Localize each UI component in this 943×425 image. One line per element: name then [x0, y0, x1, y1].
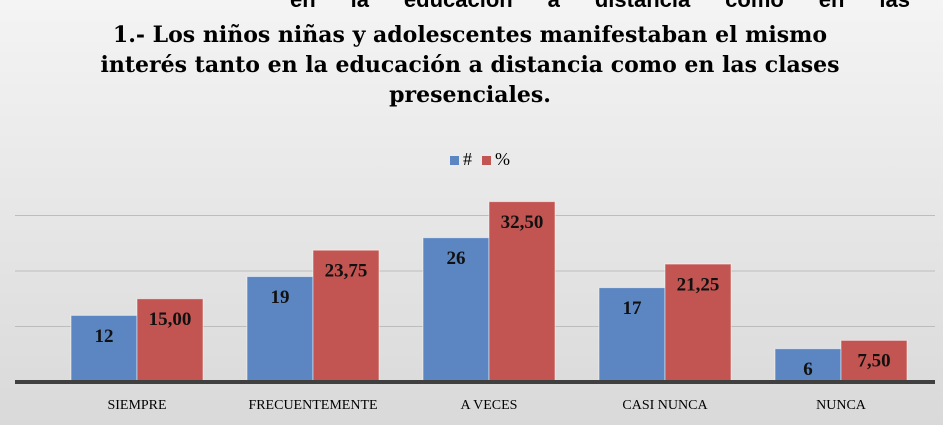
data-label: 19 — [271, 287, 290, 308]
bar — [422, 237, 490, 383]
data-label: 32,50 — [501, 212, 544, 233]
x-tick-label: FRECUENTEMENTE — [248, 398, 377, 413]
x-tick-label: SIEMPRE — [107, 398, 166, 413]
data-label: 23,75 — [325, 261, 368, 282]
bar — [488, 201, 556, 383]
legend-swatch — [482, 156, 491, 165]
x-tick-label: A VECES — [461, 398, 518, 413]
legend-label: # — [463, 149, 472, 169]
x-tick-label: NUNCA — [816, 398, 867, 413]
legend-swatch — [450, 156, 459, 165]
legend-label: % — [495, 149, 510, 169]
bar — [664, 263, 732, 383]
data-label: 7,50 — [857, 351, 890, 372]
bar — [312, 249, 380, 383]
chart-title: 1.- Los niños niñas y adolescentes manif… — [100, 22, 840, 108]
data-label: 15,00 — [149, 309, 192, 330]
data-label: 21,25 — [677, 274, 720, 295]
bar — [840, 339, 908, 383]
data-label: 6 — [803, 359, 813, 380]
data-label: 12 — [95, 326, 114, 347]
bar — [598, 287, 666, 383]
data-label: 17 — [623, 298, 643, 319]
data-label: 26 — [447, 248, 466, 269]
cut-text: en la educación a distancia como en las — [290, 0, 910, 13]
x-tick-label: CASI NUNCA — [622, 398, 708, 413]
bar — [774, 348, 842, 383]
